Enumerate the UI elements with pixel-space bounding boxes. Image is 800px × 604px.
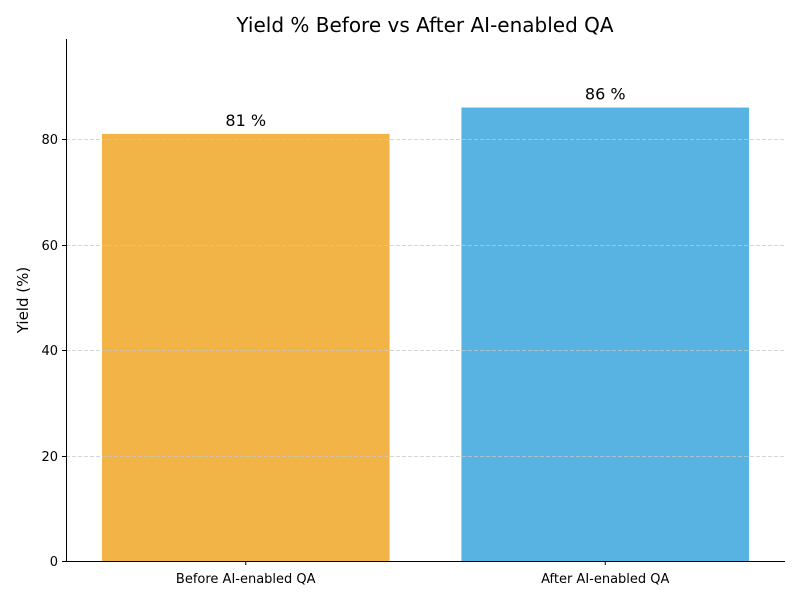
y-tick-label: 0 — [50, 555, 58, 570]
y-tick-label: 20 — [41, 450, 58, 465]
bar — [101, 133, 390, 561]
bar-value-label: 86 % — [585, 85, 626, 104]
bar-value-label: 81 % — [225, 111, 266, 130]
y-tick-label: 80 — [41, 133, 58, 148]
x-tick-label: After AI-enabled QA — [541, 572, 669, 587]
chart-title: Yield % Before vs After AI-enabled QA — [235, 13, 613, 37]
y-tick-label: 40 — [41, 344, 58, 359]
y-tick-label: 60 — [41, 239, 58, 254]
bar — [461, 107, 750, 561]
x-tick-label: Before AI-enabled QA — [176, 572, 316, 587]
y-axis-label: Yield (%) — [14, 267, 32, 334]
